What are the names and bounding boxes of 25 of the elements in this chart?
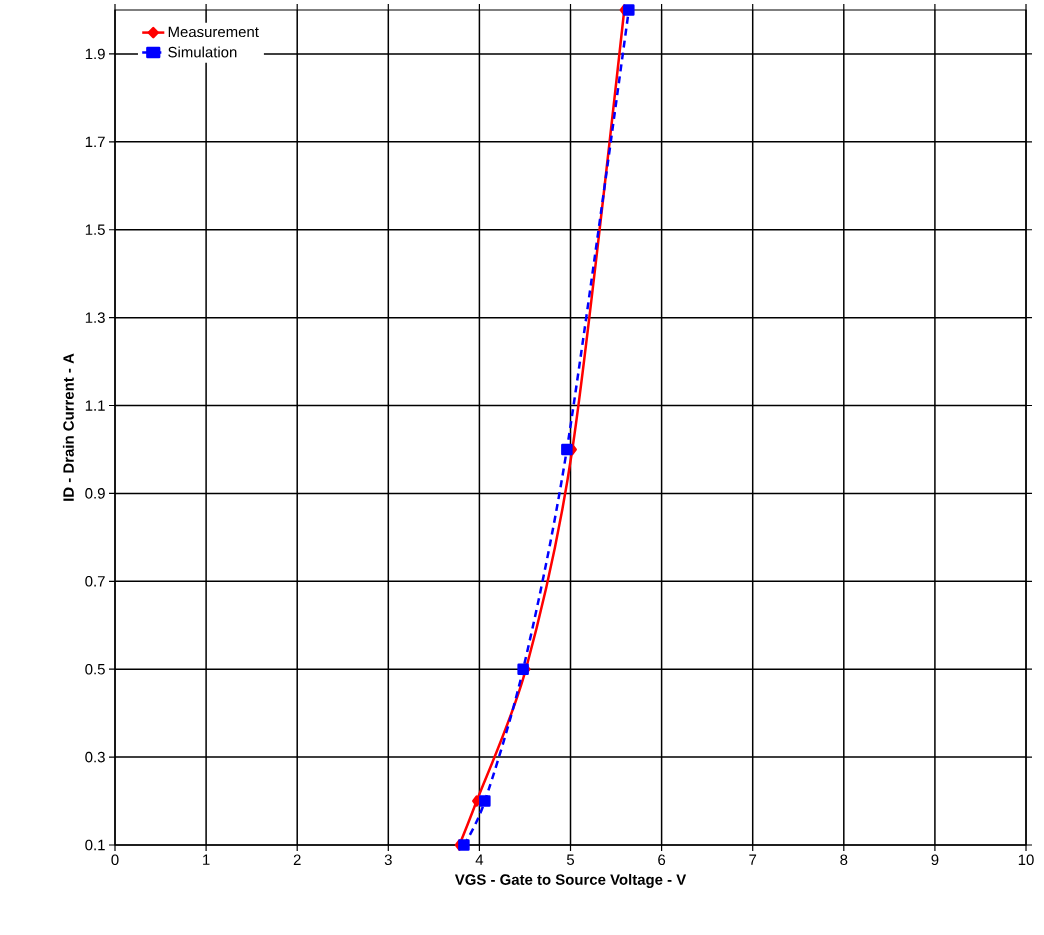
y-tick-label: 1.1 xyxy=(85,400,105,411)
x-tick-label: 7 xyxy=(749,854,757,865)
y-tick-label: 1.9 xyxy=(85,48,105,60)
y-tick-label: 0.1 xyxy=(85,839,105,851)
x-tick-label: 6 xyxy=(658,854,666,866)
legend-label: Measurement xyxy=(168,26,259,38)
y-tick-label: 0.7 xyxy=(85,576,105,587)
y-tick-label: 1.7 xyxy=(85,136,105,147)
y-tick-label: 0.5 xyxy=(85,663,105,675)
x-tick-label: 9 xyxy=(931,854,939,866)
x-tick-label: 8 xyxy=(840,854,848,866)
x-tick-label: 4 xyxy=(475,854,484,865)
y-tick-label: 0.9 xyxy=(85,488,105,499)
y-tick-label: 1.3 xyxy=(85,312,105,323)
x-tick-label: 3 xyxy=(384,854,392,866)
x-tick-label: 1 xyxy=(203,854,210,865)
x-axis-title: VGS - Gate to Source Voltage - V xyxy=(454,873,687,888)
y-axis-title: ID - Drain Current - A xyxy=(62,353,74,501)
x-tick-label: 2 xyxy=(293,854,301,865)
y-tick-label: 1.5 xyxy=(85,224,105,235)
x-tick-label: 10 xyxy=(1018,854,1034,866)
legend-label: Simulation xyxy=(168,46,237,58)
x-tick-label: 0 xyxy=(111,854,119,866)
x-tick-label: 5 xyxy=(566,854,575,865)
y-tick-label: 0.3 xyxy=(85,751,105,763)
